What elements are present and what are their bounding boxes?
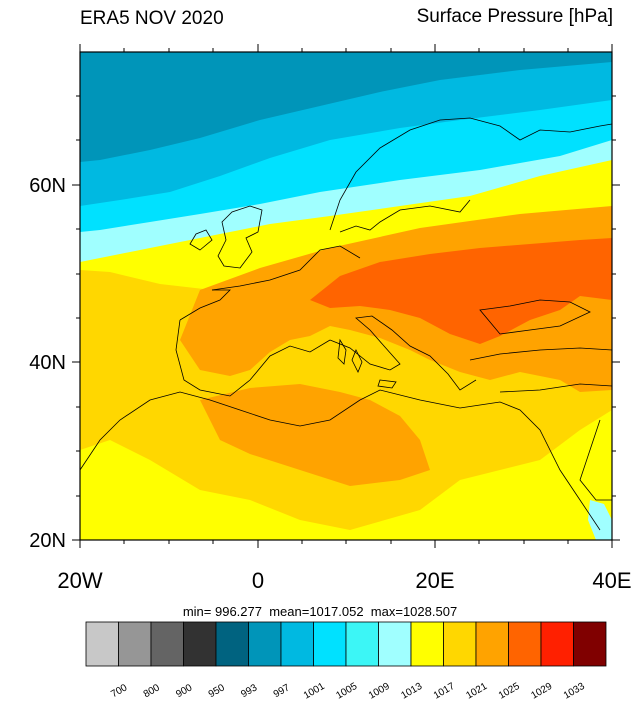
colorbar-tick-label: 1021 — [464, 681, 489, 702]
colorbar-swatch — [150, 621, 184, 667]
colorbar-swatch — [118, 621, 152, 667]
colorbar-swatch — [508, 621, 542, 667]
variable-title: Surface Pressure [hPa] — [416, 6, 613, 27]
lat-label-60n: 60N — [29, 175, 66, 197]
colorbar-tick-label: 1009 — [367, 681, 392, 702]
axis-ticks — [72, 44, 620, 548]
colorbar-swatch — [540, 621, 574, 667]
coastlines — [79, 117, 613, 531]
colorbar-tick-label: 700 — [109, 682, 129, 700]
colorbar-tick-label: 800 — [142, 682, 162, 700]
colorbar-tick-label: 1025 — [497, 681, 522, 702]
lon-label-20w: 20W — [57, 568, 102, 593]
colorbar-swatch — [345, 621, 379, 667]
lon-labels: 20W 0 20E 40E — [57, 568, 631, 593]
field-1009-redsea — [588, 500, 612, 540]
colorbar-tick-label: 1033 — [562, 681, 587, 702]
colorbar-swatch — [280, 621, 314, 667]
lat-labels: 60N 40N 20N — [29, 175, 66, 552]
colorbar-tick-label: 1017 — [432, 681, 457, 702]
field-1013-south — [80, 410, 612, 540]
colorbar-labels: 700 800 900 950 993 997 1001 1005 1009 1013 1017 10… — [109, 681, 587, 702]
colorbar-tick-label: 1001 — [302, 681, 327, 702]
pressure-field — [80, 52, 612, 540]
field-997 — [80, 52, 612, 162]
lat-label-20n: 20N — [29, 530, 66, 552]
map-title: ERA5 NOV 2020 — [80, 8, 224, 29]
colorbar-tick-label: 900 — [174, 682, 194, 700]
stat-min: min= 996.277 — [182, 604, 262, 619]
lon-label-40e: 40E — [592, 568, 631, 593]
colorbar-tick-label: 1005 — [334, 681, 359, 702]
colorbar-swatch — [85, 621, 119, 667]
colorbar-swatch — [215, 621, 249, 667]
colorbar-tick-label: 1013 — [399, 681, 424, 702]
colorbar-tick-label: 1029 — [529, 681, 554, 702]
field-statistics: min= 996.277 mean=1017.052 max=1028.507 — [0, 604, 640, 619]
colorbar-swatch — [183, 621, 217, 667]
colorbar-swatch — [248, 621, 282, 667]
lon-label-20e: 20E — [415, 568, 454, 593]
lon-label-0: 0 — [252, 568, 264, 593]
colorbar-tick-label: 950 — [207, 682, 227, 700]
colorbar-swatch — [313, 621, 347, 667]
colorbar-swatch — [378, 621, 412, 667]
lat-label-40n: 40N — [29, 352, 66, 374]
colorbar — [85, 621, 607, 667]
stat-mean: mean=1017.052 — [269, 604, 364, 619]
field-1025 — [310, 238, 612, 344]
colorbar-swatch — [410, 621, 444, 667]
colorbar-swatch — [443, 621, 477, 667]
colorbar-tick-label: 993 — [239, 682, 259, 700]
stat-max: max=1028.507 — [370, 604, 458, 619]
field-1021-africa — [200, 384, 430, 486]
colorbar-tick-label: 997 — [272, 682, 292, 700]
colorbar-swatch — [475, 621, 509, 667]
colorbar-swatch — [573, 621, 607, 667]
